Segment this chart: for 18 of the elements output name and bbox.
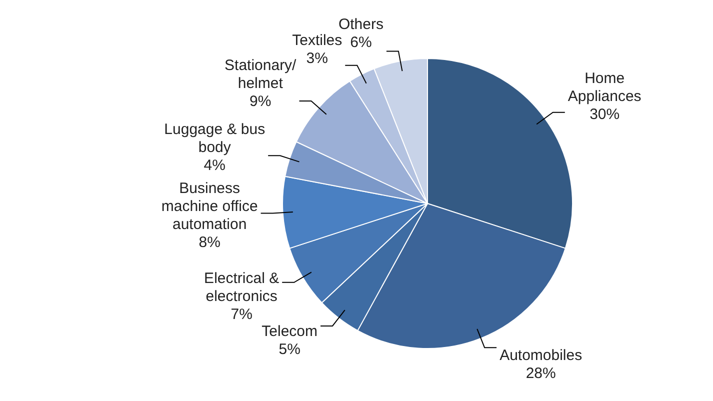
data-label: 4% (204, 156, 226, 174)
data-label: 9% (250, 92, 272, 110)
slice-label: Luggage & bus body (164, 120, 266, 156)
slice-label: Telecom (262, 322, 318, 340)
slice-label: Stationary/ helmet (224, 56, 298, 92)
data-label: 6% (350, 34, 372, 52)
slice-label: Electrical & electronics (204, 270, 280, 305)
slice-label: Home Appliances (568, 70, 642, 106)
data-label: 30% (590, 106, 620, 124)
data-label: 28% (526, 364, 556, 382)
data-label: 5% (278, 340, 300, 358)
slice-label: Others (338, 16, 384, 34)
slice-label: Business machine office automation (161, 180, 258, 234)
slice-label: Textiles (292, 32, 342, 49)
data-label: 7% (230, 306, 252, 323)
slice-label: Automobiles (500, 346, 582, 364)
data-label: 8% (198, 234, 220, 252)
data-label: 3% (306, 50, 328, 67)
